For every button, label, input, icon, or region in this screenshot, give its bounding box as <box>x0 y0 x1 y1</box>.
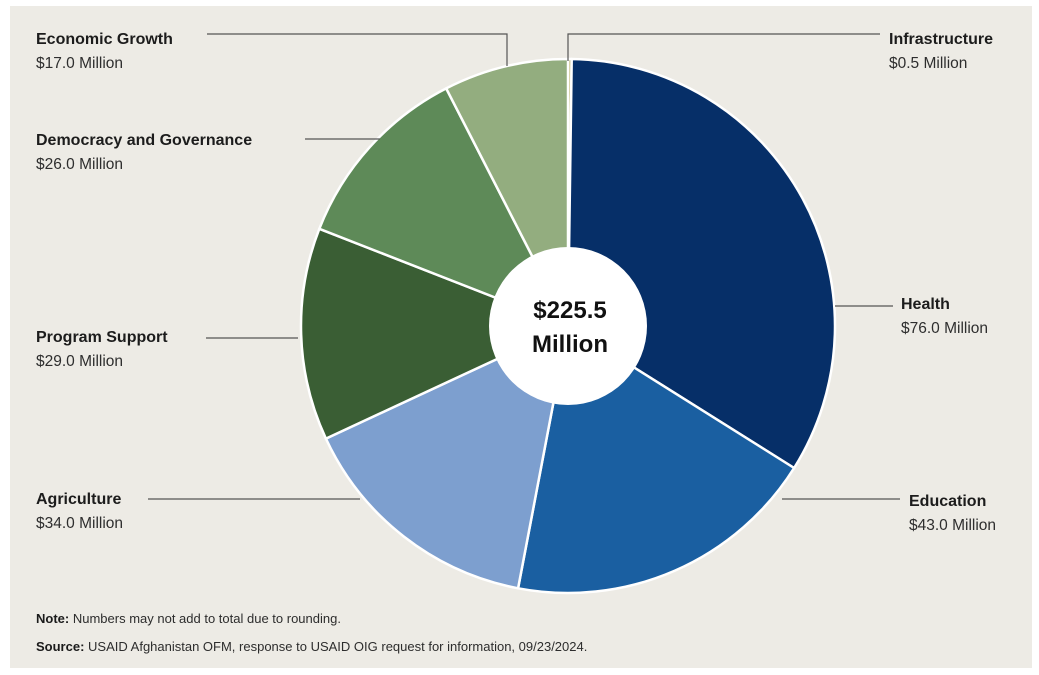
slice-label-democracy-and-governance: Democracy and Governance <box>36 132 252 149</box>
slice-value-democracy-and-governance: $26.0 Million <box>36 156 123 173</box>
leader-line-economic-growth <box>207 33 508 66</box>
donut-center-hole <box>489 247 647 405</box>
slice-labels-group: Infrastructure $0.5 Million Health $76.0 Mi… <box>36 31 996 534</box>
slice-value-agriculture: $34.0 Million <box>36 515 123 532</box>
center-total-amount: $225.5 <box>533 297 606 324</box>
slice-value-program-support: $29.0 Million <box>36 353 123 370</box>
center-total-unit: Million <box>532 331 608 358</box>
slice-label-health: Health <box>901 296 950 313</box>
source-label: Source: <box>36 639 85 654</box>
slice-value-education: $43.0 Million <box>909 517 996 534</box>
note-line: Note: Numbers may not add to total due t… <box>36 611 341 626</box>
leader-lines-group <box>148 33 900 500</box>
source-line: Source: USAID Afghanistan OFM, response … <box>36 639 587 654</box>
slice-label-program-support: Program Support <box>36 329 168 346</box>
source-text: USAID Afghanistan OFM, response to USAID… <box>88 639 588 654</box>
slice-label-education: Education <box>909 493 986 510</box>
slice-label-agriculture: Agriculture <box>36 491 121 508</box>
slice-value-economic-growth: $17.0 Million <box>36 55 123 72</box>
slice-label-economic-growth: Economic Growth <box>36 31 173 48</box>
slice-value-infrastructure: $0.5 Million <box>889 55 967 72</box>
leader-line-infrastructure <box>567 33 880 61</box>
note-text: Numbers may not add to total due to roun… <box>72 611 341 626</box>
slice-democracy-and-governance <box>318 87 570 328</box>
slice-program-support <box>299 227 570 440</box>
slice-agriculture <box>324 324 570 590</box>
slice-label-infrastructure: Infrastructure <box>889 31 993 48</box>
note-label: Note: <box>36 611 70 626</box>
slice-value-health: $76.0 Million <box>901 320 988 337</box>
